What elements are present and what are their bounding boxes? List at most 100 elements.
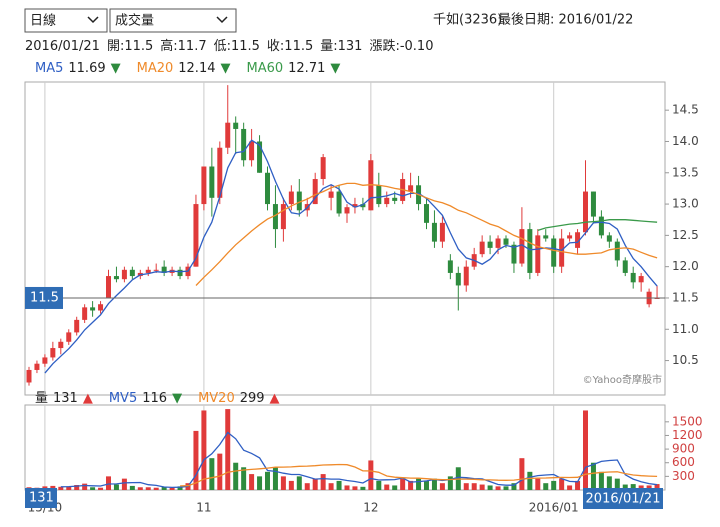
legend-name: MA60	[246, 61, 283, 76]
legend-value: 116	[142, 391, 167, 406]
candle-body	[376, 185, 382, 205]
select-text[interactable]: 成交量	[115, 13, 154, 29]
volume-bar	[90, 487, 96, 490]
candle-body	[153, 269, 159, 271]
x-tick-label: 2016/01	[529, 501, 579, 515]
volume-bar	[344, 485, 350, 490]
volume-bar	[265, 471, 270, 490]
legend-trend: ▼	[111, 61, 121, 76]
volume-bar	[567, 485, 573, 490]
ma-line	[60, 431, 658, 489]
crosshair-date-box	[583, 488, 663, 509]
volume-bar	[288, 480, 294, 490]
volume-bar	[360, 486, 366, 490]
candle-body	[424, 204, 429, 223]
y-tick-label: 14.0	[672, 134, 699, 148]
volume-bar	[177, 486, 183, 490]
volume-bar	[638, 485, 644, 490]
y-tick-label: 300	[672, 469, 695, 483]
quote-item: 開:11.5	[107, 39, 153, 54]
volume-bar	[384, 484, 390, 490]
volume-bar	[74, 485, 80, 490]
candle-body	[161, 266, 167, 273]
volume-bar	[145, 487, 151, 490]
candle-body	[431, 222, 437, 242]
candle-body	[50, 348, 56, 358]
select-box[interactable]	[109, 8, 237, 33]
volume-bar	[511, 483, 517, 490]
y-tick-label: 1500	[672, 414, 703, 428]
candle-body	[503, 238, 509, 245]
quote-item: 漲跌:-0.10	[369, 38, 433, 54]
legend-value: 11.69	[68, 61, 105, 76]
chevron	[87, 16, 99, 24]
volume-bar	[66, 486, 72, 490]
candle-body	[535, 235, 541, 273]
ma-line	[537, 219, 658, 232]
volume-bar	[201, 410, 207, 490]
quote-line: 2016/01/21 開:11.5 高:11.7 低:11.5 收:11.5 量:131 漲…	[25, 38, 433, 54]
volume-bar	[646, 485, 652, 490]
volume-bar	[209, 458, 215, 490]
volume-bar	[82, 483, 88, 490]
volume-bar	[622, 484, 628, 490]
crosshair-date: 2016/01/21	[586, 492, 661, 507]
volume-bar	[312, 478, 318, 490]
volume-bar	[471, 483, 477, 490]
quote-item: 收:11.5	[267, 39, 313, 54]
y-tick-label: 13.5	[672, 165, 699, 179]
candle-body	[328, 191, 334, 198]
candle-body	[487, 241, 493, 248]
candle-body	[90, 307, 96, 311]
volume-bar	[527, 471, 533, 490]
volume-bar	[233, 462, 239, 490]
quote-item: 2016/01/21	[25, 39, 100, 54]
volume-bar	[408, 480, 414, 490]
candle-body	[590, 191, 596, 217]
candle-body	[511, 244, 517, 264]
crosshair-price: 11.5	[30, 290, 59, 305]
volume-bar	[376, 480, 382, 490]
y-tick-label: 12.0	[672, 259, 699, 273]
legend-trend: ▼	[172, 391, 182, 406]
candle-body	[583, 191, 588, 233]
legend-name: 量	[35, 391, 48, 406]
select-box[interactable]	[24, 8, 108, 33]
volume-bar	[543, 483, 549, 490]
candle-body	[312, 179, 318, 205]
candle-body	[392, 197, 398, 201]
candle-body	[145, 269, 151, 273]
volume-bar	[439, 483, 445, 490]
volume-bar	[400, 478, 406, 490]
volume-bar	[416, 478, 422, 490]
volume-bar	[304, 483, 310, 490]
legend-value: 12.14	[178, 61, 215, 76]
y-tick-label: 13.0	[672, 197, 699, 211]
candle-body	[98, 304, 104, 311]
volume-bar	[583, 410, 588, 490]
candle-body	[225, 122, 231, 148]
candle-body	[479, 241, 485, 255]
candle-body	[217, 147, 223, 198]
candle-body	[543, 235, 549, 239]
y-tick-label: 11.5	[672, 290, 699, 304]
volume-bar	[479, 484, 485, 490]
candle-body	[257, 141, 263, 173]
chevron	[216, 16, 228, 24]
candle-body	[241, 128, 247, 161]
crosshair-volume-box	[25, 488, 57, 508]
indicator-select[interactable]: 成交量	[109, 8, 237, 33]
legend-value: 12.71	[288, 61, 325, 76]
candle-body	[551, 238, 557, 267]
volume-bar	[50, 485, 56, 490]
volume-bar	[535, 478, 541, 490]
candle-body	[606, 235, 612, 242]
candle-body	[296, 191, 302, 211]
y-tick-label: 600	[672, 455, 695, 469]
candle-body	[249, 141, 255, 161]
volume-bar	[241, 467, 247, 490]
select-text[interactable]: 日線	[30, 13, 56, 29]
period-select[interactable]: 日線	[24, 8, 108, 33]
candle-body	[408, 185, 414, 192]
